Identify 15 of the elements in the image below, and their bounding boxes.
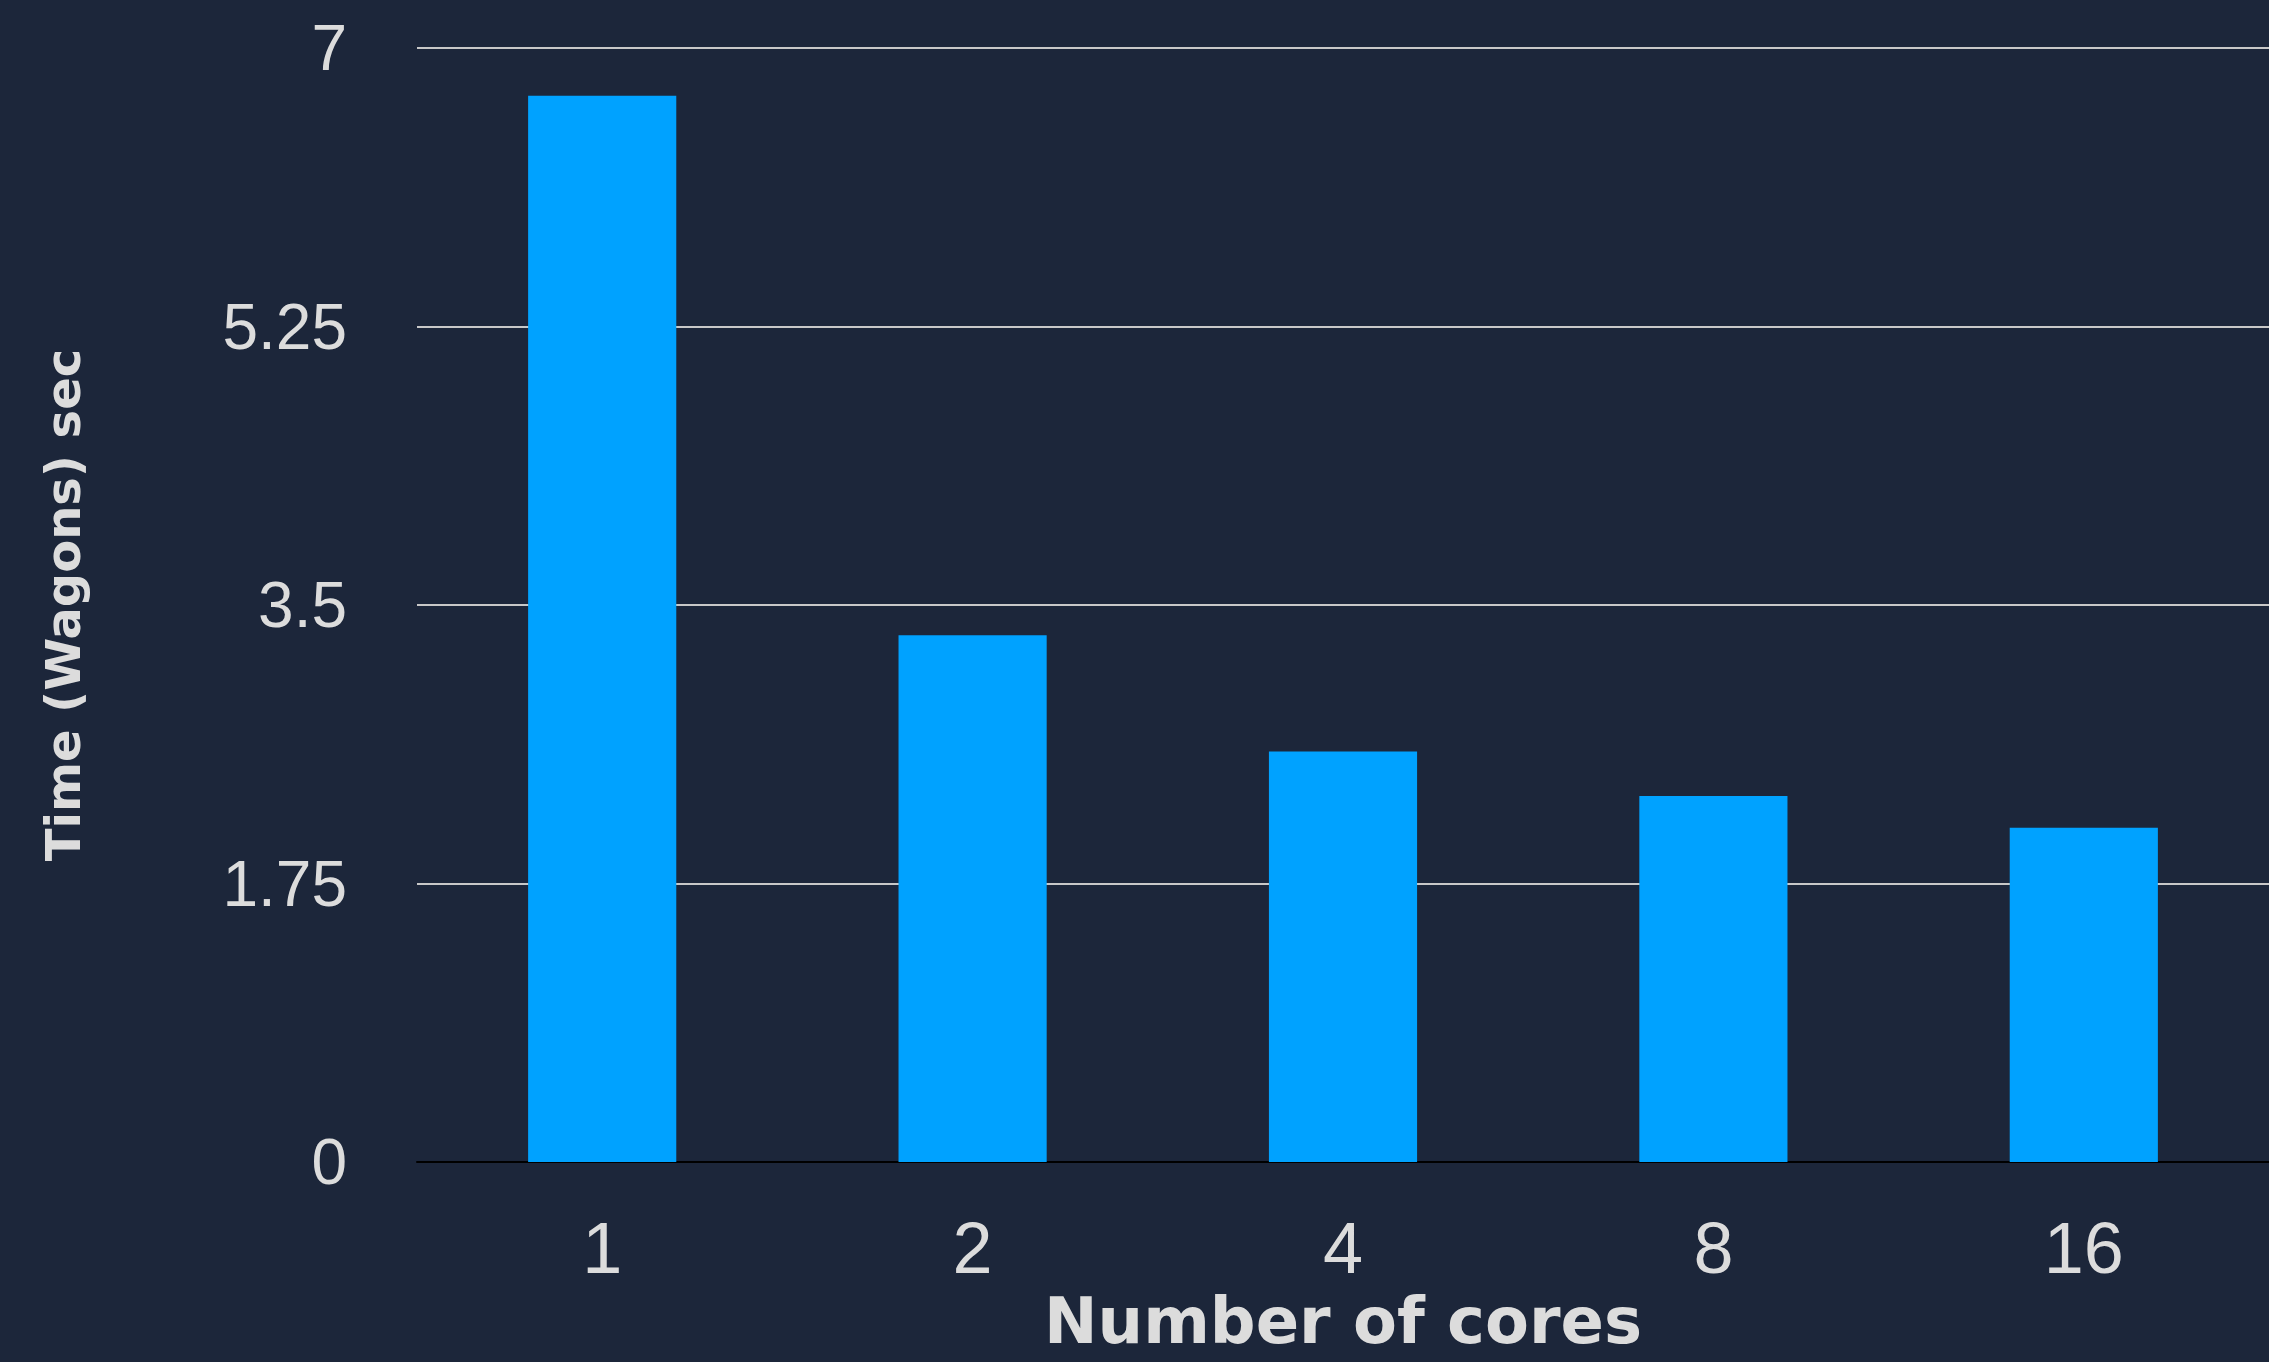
- bar: [898, 635, 1047, 1162]
- y-tick-label: 3.5: [258, 569, 347, 641]
- x-tick-label: 16: [2043, 1208, 2124, 1288]
- bar: [528, 95, 677, 1162]
- y-tick-label: 1.75: [222, 847, 347, 920]
- y-axis-title: Time (Wagons) sec: [35, 348, 91, 862]
- bar: [2009, 827, 2158, 1162]
- bar: [1268, 751, 1418, 1162]
- y-tick-label: 7: [311, 12, 347, 84]
- x-tick-label: 1: [582, 1208, 623, 1288]
- x-tick-label: 2: [952, 1208, 993, 1288]
- y-tick-label: 0: [311, 1126, 347, 1198]
- bar: [1639, 795, 1788, 1162]
- x-tick-label: 8: [1693, 1208, 1734, 1288]
- y-tick-label: 5.25: [222, 290, 347, 363]
